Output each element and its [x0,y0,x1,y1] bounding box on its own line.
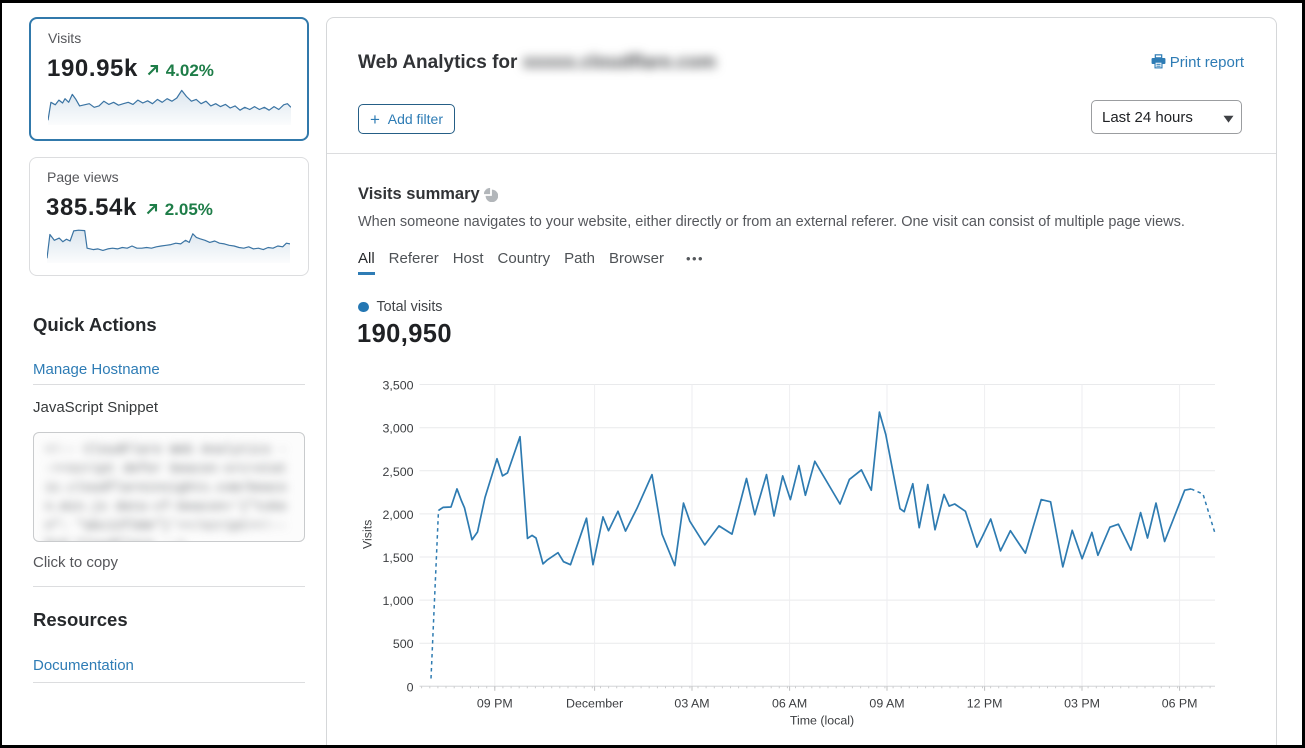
svg-text:3,500: 3,500 [382,379,413,393]
svg-text:06 AM: 06 AM [772,697,807,711]
svg-text:0: 0 [407,680,414,694]
svg-text:2,500: 2,500 [382,465,413,479]
svg-text:1,500: 1,500 [382,551,413,565]
svg-text:Visits: Visits [360,520,374,549]
svg-text:09 PM: 09 PM [477,697,513,711]
svg-text:03 AM: 03 AM [674,697,709,711]
svg-text:500: 500 [393,637,414,651]
svg-text:03 PM: 03 PM [1064,697,1100,711]
svg-text:12 PM: 12 PM [967,697,1003,711]
svg-text:2,000: 2,000 [382,508,413,522]
svg-text:1,000: 1,000 [382,594,413,608]
svg-text:06 PM: 06 PM [1162,697,1198,711]
svg-text:Time (local): Time (local) [790,714,854,728]
svg-text:December: December [566,697,623,711]
svg-text:09 AM: 09 AM [869,697,904,711]
svg-text:3,000: 3,000 [382,422,413,436]
